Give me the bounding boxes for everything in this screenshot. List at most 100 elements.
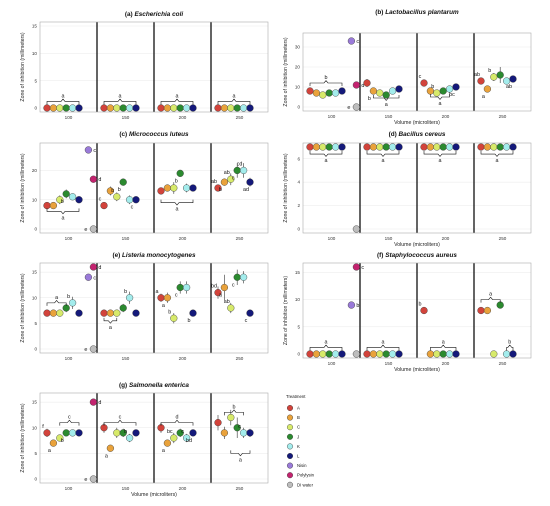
significance-bracket xyxy=(103,98,137,105)
point-a xyxy=(306,87,314,95)
sig-letter: c xyxy=(93,148,96,154)
sig-letter: a xyxy=(162,448,165,454)
sig-letter: a xyxy=(442,339,445,345)
sig-letter: b xyxy=(419,302,422,308)
y-axis-label: Zone of inhibition (millimeters) xyxy=(20,32,26,101)
significance-bracket xyxy=(506,344,514,351)
sig-letter: d xyxy=(98,400,101,406)
panel-title-b: (b) Lactobacillus plantarum xyxy=(375,9,459,16)
sig-letter: b xyxy=(508,339,511,345)
x-tick-label: 200 xyxy=(179,115,187,120)
point-l xyxy=(246,429,254,437)
sig-letter: c xyxy=(119,415,122,421)
significance-bracket xyxy=(160,419,194,426)
point-a xyxy=(100,309,108,317)
legend-swatch-k xyxy=(287,443,294,450)
point-b xyxy=(369,143,378,151)
point-k xyxy=(183,184,191,192)
y-axis-label: Zone of inhibition (millimeters) xyxy=(283,37,289,106)
panel-frame xyxy=(39,21,269,113)
y-axis-label: Zone of inhibition (millimeters) xyxy=(20,403,26,472)
point-c xyxy=(170,104,178,112)
sig-letter: d xyxy=(98,265,101,271)
point-j xyxy=(119,429,127,437)
point-a xyxy=(157,294,165,302)
y-tick-label: 0 xyxy=(34,106,37,111)
point-k xyxy=(68,429,77,437)
sig-letter: d xyxy=(176,415,179,421)
point-j xyxy=(62,190,70,198)
point-j xyxy=(496,301,504,309)
sig-letter: a xyxy=(385,102,388,108)
x-tick-label: 250 xyxy=(499,236,507,241)
point-l xyxy=(189,309,197,317)
point-l xyxy=(452,83,460,91)
x-tick-label: 150 xyxy=(122,236,130,241)
sig-letter: a xyxy=(439,101,442,107)
point-j xyxy=(62,104,70,112)
significance-bracket xyxy=(366,344,400,351)
sig-letter: c xyxy=(175,293,178,299)
y-tick-label: 5 xyxy=(34,78,37,83)
point-c xyxy=(433,143,441,151)
significance-bracket xyxy=(46,300,67,306)
point-b xyxy=(483,306,492,315)
legend-swatch-polylysin xyxy=(287,472,294,479)
point-k xyxy=(446,143,454,151)
significance-bracket xyxy=(430,94,450,100)
point-l xyxy=(132,429,140,437)
point-k xyxy=(240,166,248,175)
point-c xyxy=(170,434,178,442)
point-c xyxy=(490,143,498,151)
y-tick-label: 4 xyxy=(297,180,300,185)
sig-letter: a xyxy=(382,339,385,345)
point-b xyxy=(426,350,435,358)
point-j xyxy=(382,91,390,99)
significance-bracket xyxy=(373,95,400,101)
point-a xyxy=(477,306,485,315)
sig-letter: b xyxy=(175,178,178,184)
point-c xyxy=(56,309,64,317)
point-k xyxy=(126,104,134,112)
sig-letter: b xyxy=(124,429,127,435)
sig-letter: ab xyxy=(474,72,480,78)
point-b xyxy=(49,201,58,210)
point-c xyxy=(56,104,64,112)
sig-letter: bc xyxy=(449,92,455,98)
panel-frame xyxy=(39,392,269,484)
point-di-water xyxy=(352,225,361,233)
point-l xyxy=(75,429,83,437)
significance-bracket xyxy=(230,450,251,457)
y-axis-label: Zone of inhibition (millimeters) xyxy=(283,153,289,222)
point-polylysin xyxy=(89,263,98,271)
point-l xyxy=(338,350,346,358)
point-j xyxy=(233,424,241,432)
sig-letter: c xyxy=(131,205,134,211)
point-k xyxy=(183,104,191,112)
point-b xyxy=(106,187,115,195)
y-tick-label: 0 xyxy=(297,227,300,232)
x-tick-label: 200 xyxy=(179,486,187,491)
point-c xyxy=(227,104,235,112)
x-tick-label: 100 xyxy=(328,361,336,366)
point-b xyxy=(483,85,492,93)
point-l xyxy=(452,350,460,358)
point-k xyxy=(183,434,191,442)
point-b xyxy=(220,178,229,186)
x-tick-label: 200 xyxy=(442,236,450,241)
panel-frame xyxy=(39,142,269,234)
y-tick-label: 15 xyxy=(295,270,301,275)
sig-letter: c xyxy=(238,424,241,430)
legend-label: L xyxy=(297,454,300,459)
point-k xyxy=(503,143,511,151)
panel-title-g: (g) Salmonella enterica xyxy=(119,382,189,389)
sig-letter: a xyxy=(105,453,108,459)
point-j xyxy=(119,178,127,186)
point-j xyxy=(176,283,184,292)
sig-letter: b xyxy=(67,294,70,300)
point-j xyxy=(176,169,184,177)
point-c xyxy=(319,350,327,358)
significance-bracket xyxy=(430,344,457,351)
point-b xyxy=(426,143,435,151)
point-k xyxy=(332,350,340,358)
